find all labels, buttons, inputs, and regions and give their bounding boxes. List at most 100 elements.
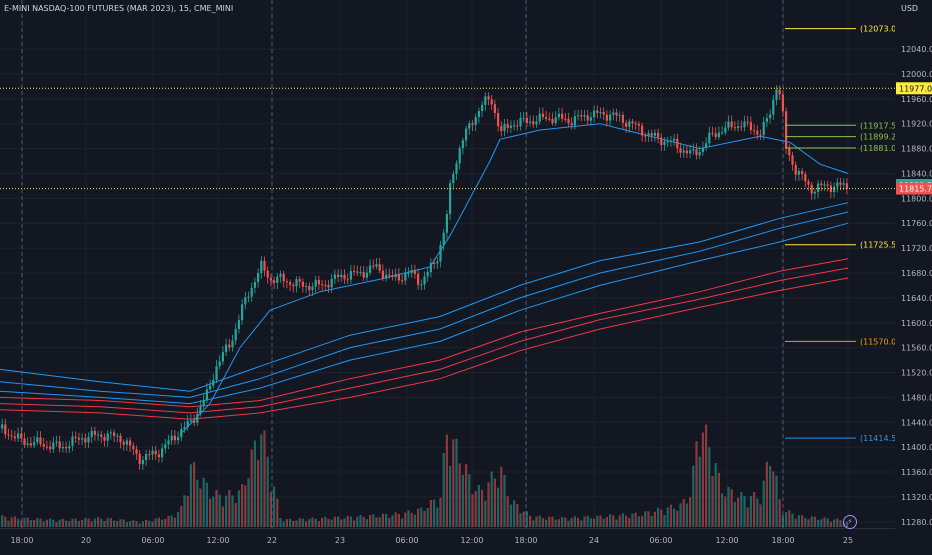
candle-body (183, 427, 186, 430)
volume-bar (372, 514, 375, 527)
volume-bar (269, 492, 272, 527)
volume-bar (84, 517, 87, 527)
volume-bar (778, 499, 781, 527)
candle-body (561, 113, 564, 119)
lightning-icon[interactable]: ⚡ (843, 515, 857, 529)
time-tick-label: 06:00 (649, 536, 672, 545)
candle-body (826, 184, 829, 186)
candle-body (244, 297, 247, 305)
candle-body (461, 140, 464, 149)
price-chart[interactable]: (12073.00) - (11917.50) - (11899.25) - (118… (0, 0, 910, 528)
volume-bar (465, 464, 468, 527)
candle-body (497, 113, 500, 127)
candle-body (145, 454, 148, 461)
candle-body (180, 429, 183, 438)
candle-body (647, 133, 650, 136)
volume-bar (177, 512, 180, 527)
volume-bar (839, 520, 842, 527)
candle-body (509, 125, 512, 128)
volume-bar (141, 521, 144, 527)
price-tag-high-bg (896, 82, 932, 95)
candle-body (1, 424, 4, 429)
volume-bar (487, 482, 490, 527)
volume-bar (116, 520, 119, 527)
candle-body (154, 450, 157, 455)
volume-bar (4, 516, 7, 527)
volume-bar (481, 489, 484, 527)
candle-body (653, 132, 656, 136)
candle-body (29, 443, 32, 446)
volume-bar (753, 492, 756, 527)
candle-body (90, 430, 93, 438)
volume-bar (801, 515, 804, 527)
volume-bar (698, 456, 701, 527)
price-tick-label: 11400.00 (901, 443, 932, 452)
candle-body (263, 260, 266, 271)
volume-bar (561, 517, 564, 527)
volume-bar (749, 496, 752, 527)
candle-body (161, 448, 164, 458)
candle-body (701, 147, 704, 152)
volume-bar (644, 511, 647, 527)
volume-bar (756, 498, 759, 527)
volume-bar (148, 520, 151, 527)
volume-bar (308, 519, 311, 527)
volume-bar (327, 518, 330, 527)
volume-bar (730, 489, 733, 527)
volume-bar (545, 519, 548, 527)
volume-bar (145, 520, 148, 527)
volume-bar (212, 496, 215, 527)
volume-bar (13, 516, 16, 527)
candle-body (10, 435, 13, 437)
candle-body (369, 265, 372, 273)
volume-bar (365, 519, 368, 527)
volume-bar (509, 504, 512, 527)
candle-body (209, 385, 212, 390)
volume-bar (423, 511, 426, 527)
level-label: (11414.50) - (860, 434, 895, 443)
volume-bar (836, 518, 839, 527)
time-axis[interactable]: 18:00 20 06:00 12:00 22 23 06:00 12:00 18:00 24 06… (0, 528, 895, 551)
volume-bar (42, 521, 45, 527)
price-tick-label: 11360.00 (901, 468, 932, 477)
candle-body (148, 454, 151, 456)
candle-body (321, 284, 324, 286)
chart-area[interactable]: (12073.00) - (11917.50) - (11899.25) - (118… (0, 0, 910, 528)
volume-bar (378, 517, 381, 527)
volume-bar (26, 517, 29, 527)
candle-body (586, 115, 589, 121)
volume-bar (103, 521, 106, 527)
candle-body (449, 183, 452, 215)
volume-bar (1, 515, 4, 527)
candle-body (273, 280, 276, 283)
time-tick-label: 12:00 (715, 536, 738, 545)
volume-bar (737, 497, 740, 527)
volume-bar (829, 521, 832, 527)
volume-bar (532, 520, 535, 527)
volume-bar (788, 510, 791, 527)
currency-label[interactable]: USD (901, 4, 919, 13)
price-axis[interactable]: 12040.00 12000.00 11960.00 11920.00 11880.00… (895, 0, 932, 550)
volume-bar (164, 518, 167, 527)
volume-bar (119, 519, 122, 527)
candle-body (746, 121, 749, 123)
candle-body (61, 447, 64, 449)
volume-bar (721, 493, 724, 527)
volume-bar (743, 495, 746, 527)
volume-bar (279, 517, 282, 527)
candle-body (679, 148, 682, 153)
candle-body (186, 420, 189, 428)
volume-bar (74, 518, 77, 527)
volume-bar (772, 471, 775, 527)
volume-bar (564, 517, 567, 527)
volume-bar (708, 447, 711, 527)
price-tag-high: 11977.00 (899, 84, 932, 93)
volume-bar (7, 520, 10, 527)
candle-body (801, 171, 804, 175)
volume-bar (17, 518, 20, 527)
volume-bar (657, 507, 660, 527)
volume-bar (356, 516, 359, 527)
volume-bar (87, 518, 90, 527)
volume-bar (804, 517, 807, 527)
volume-bar (426, 508, 429, 527)
